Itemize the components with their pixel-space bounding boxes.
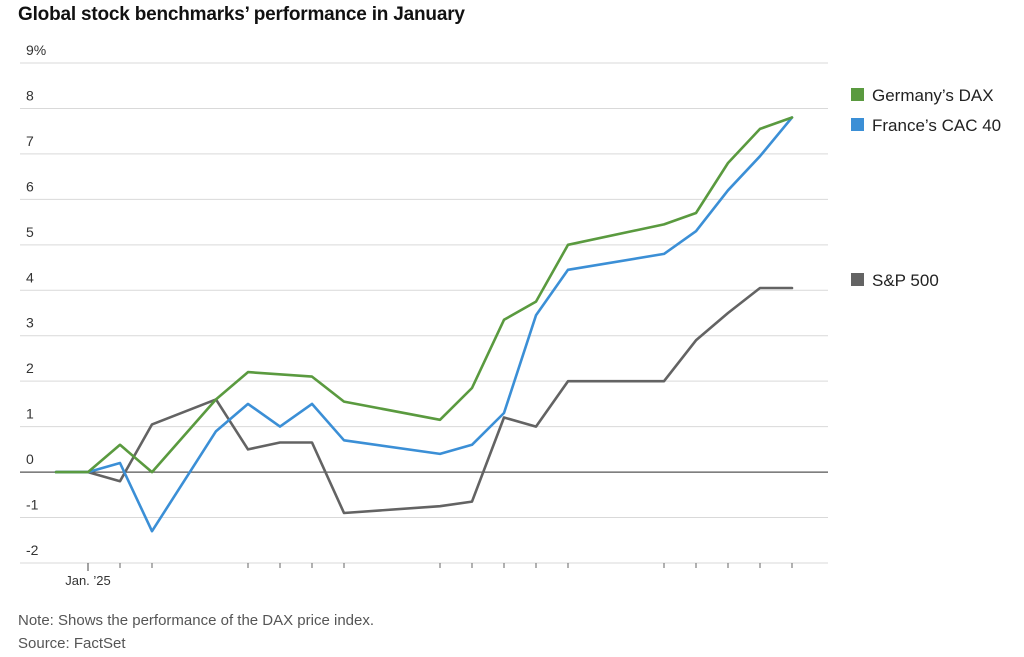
y-tick-label: 9% — [26, 42, 46, 58]
gridlines — [20, 62, 828, 564]
legend-item-sp500[interactable]: S&P 500 — [851, 271, 939, 290]
y-tick-label: -2 — [26, 542, 39, 558]
legend-label: S&P 500 — [872, 271, 939, 290]
legend-item-cac40[interactable]: France’s CAC 40 — [851, 116, 1001, 135]
y-tick-label: 7 — [26, 133, 34, 149]
series-line-cac40 — [54, 116, 794, 533]
y-tick-label: -1 — [26, 497, 39, 513]
chart-title: Global stock benchmarks’ performance in … — [18, 4, 465, 25]
legend-label: France’s CAC 40 — [872, 116, 1001, 135]
y-tick-label: 5 — [26, 224, 34, 240]
y-tick-label: 8 — [26, 87, 34, 103]
legend-swatch — [851, 118, 864, 131]
legend-item-dax[interactable]: Germany’s DAX — [851, 86, 994, 105]
series-line-sp500 — [54, 286, 794, 515]
line-chart: -2 -1 0 1 2 3 4 5 6 7 8 9% Jan. ’25 Germany’s DAX Fr… — [20, 42, 1001, 588]
legend[interactable]: Germany’s DAX France’s CAC 40 S&P 500 — [851, 86, 1001, 290]
y-tick-label: 3 — [26, 315, 34, 331]
series-line-dax — [54, 116, 794, 474]
x-axis: Jan. ’25 — [65, 563, 793, 588]
y-tick-label: 2 — [26, 360, 34, 376]
y-axis-ticks: -2 -1 0 1 2 3 4 5 6 7 8 9% — [26, 42, 46, 558]
legend-swatch — [851, 88, 864, 101]
chart-source: Source: FactSet — [18, 635, 126, 652]
y-tick-label: 6 — [26, 178, 34, 194]
series-lines — [54, 116, 794, 533]
y-tick-label: 0 — [26, 451, 34, 467]
y-tick-label: 4 — [26, 269, 34, 285]
y-tick-label: 1 — [26, 406, 34, 422]
x-tick-label: Jan. ’25 — [65, 573, 111, 588]
chart-note: Note: Shows the performance of the DAX p… — [18, 612, 375, 629]
legend-label: Germany’s DAX — [872, 86, 994, 105]
legend-swatch — [851, 273, 864, 286]
